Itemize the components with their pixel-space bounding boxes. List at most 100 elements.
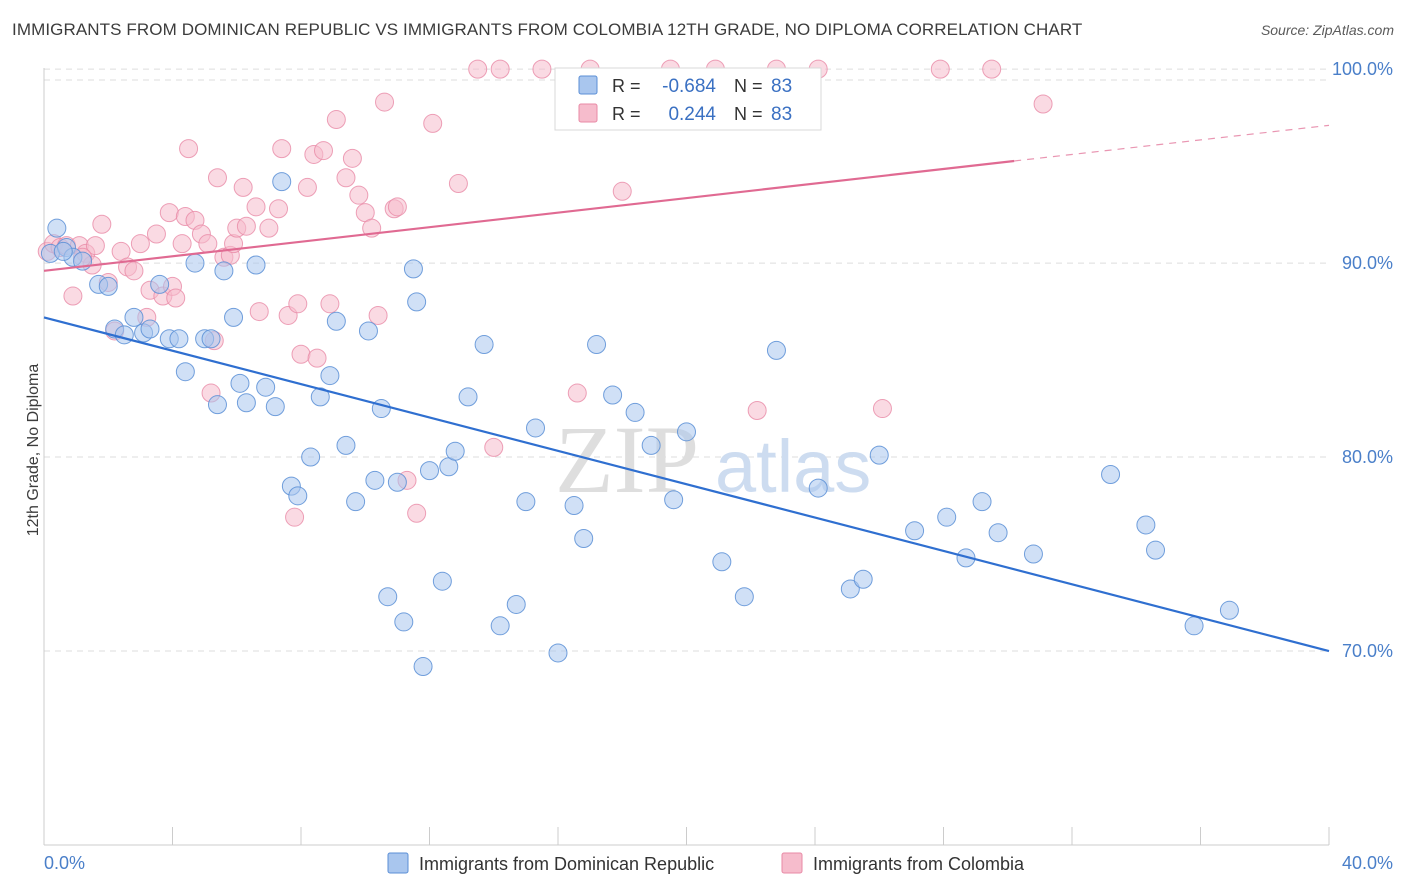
legend-swatch-blue — [387, 852, 409, 874]
x-tick-label: 0.0% — [44, 853, 85, 873]
source-label: Source: ZipAtlas.com — [1260, 22, 1394, 38]
data-point-dominican-republic — [516, 492, 536, 512]
y-axis-label: 12th Grade, No Diploma — [25, 364, 42, 537]
data-point-dominican-republic — [526, 418, 546, 438]
data-point-colombia — [166, 288, 186, 308]
data-point-colombia — [313, 141, 333, 161]
data-point-dominican-republic — [346, 492, 366, 512]
data-point-dominican-republic — [1219, 600, 1239, 620]
data-point-colombia — [484, 437, 504, 457]
data-point-dominican-republic — [394, 612, 414, 632]
data-point-dominican-republic — [587, 335, 607, 355]
data-point-colombia — [872, 399, 892, 419]
data-point-dominican-republic — [853, 569, 873, 589]
legend-label-colombia: Immigrants from Colombia — [813, 854, 1025, 874]
data-point-dominican-republic — [265, 397, 285, 417]
data-point-dominican-republic — [1136, 515, 1156, 535]
legend-box — [554, 67, 822, 131]
x-tick-labels: 0.0% 40.0% — [44, 853, 1393, 873]
data-point-dominican-republic — [365, 470, 385, 490]
data-point-colombia — [368, 305, 388, 325]
data-point-dominican-republic — [506, 594, 526, 614]
data-point-dominican-republic — [445, 441, 465, 461]
data-point-dominican-republic — [246, 255, 266, 275]
data-point-dominican-republic — [490, 616, 510, 636]
data-point-dominican-republic — [474, 335, 494, 355]
data-point-dominican-republic — [201, 329, 221, 349]
data-point-colombia — [747, 400, 767, 420]
trend-line-dominican-republic — [43, 316, 1330, 653]
data-point-colombia — [85, 236, 105, 256]
data-point-colombia — [249, 302, 269, 322]
data-point-dominican-republic — [230, 373, 250, 393]
data-point-dominican-republic — [256, 377, 276, 397]
data-point-dominican-republic — [207, 395, 227, 415]
data-point-colombia — [130, 234, 150, 254]
legend-n-label: N = — [734, 76, 763, 96]
data-point-dominican-republic — [336, 435, 356, 455]
data-point-colombia — [272, 139, 292, 159]
series-dominican-republic — [40, 172, 1239, 677]
data-point-dominican-republic — [326, 311, 346, 331]
data-point-dominican-republic — [564, 496, 584, 516]
data-point-colombia — [307, 348, 327, 368]
data-point-dominican-republic — [840, 579, 860, 599]
data-point-dominican-republic — [766, 340, 786, 360]
data-point-dominican-republic — [625, 402, 645, 422]
axes — [43, 68, 1330, 846]
data-point-colombia — [930, 59, 950, 79]
data-point-dominican-republic — [98, 276, 118, 296]
data-point-dominican-republic — [664, 490, 684, 510]
data-point-colombia — [468, 59, 488, 79]
data-point-colombia — [259, 218, 279, 238]
data-point-dominican-republic — [124, 307, 144, 327]
data-point-dominican-republic — [734, 587, 754, 607]
data-point-colombia — [387, 197, 407, 217]
data-point-colombia — [172, 234, 192, 254]
data-point-dominican-republic — [310, 387, 330, 407]
data-point-colombia — [285, 507, 305, 527]
y-tick-label: 100.0% — [1332, 59, 1393, 79]
trend-lines — [43, 124, 1330, 653]
data-point-colombia — [982, 59, 1002, 79]
data-point-dominican-republic — [378, 587, 398, 607]
data-point-dominican-republic — [937, 507, 957, 527]
data-point-colombia — [423, 113, 443, 133]
watermark-atlas: atlas — [715, 425, 871, 508]
data-point-dominican-republic — [988, 523, 1008, 543]
data-point-colombia — [233, 177, 253, 197]
data-point-dominican-republic — [358, 321, 378, 341]
data-point-dominican-republic — [47, 218, 67, 238]
data-point-dominican-republic — [574, 529, 594, 549]
data-point-dominican-republic — [224, 307, 244, 327]
legend-swatch-pink — [578, 103, 598, 123]
data-point-colombia — [291, 344, 311, 364]
data-point-colombia — [236, 216, 256, 236]
grid-lines — [44, 68, 1329, 652]
data-point-dominican-republic — [432, 571, 452, 591]
data-point-dominican-republic — [1146, 540, 1166, 560]
data-point-colombia — [1033, 94, 1053, 114]
y-tick-label: 90.0% — [1342, 253, 1393, 273]
legend-swatch-blue — [578, 75, 598, 95]
data-point-colombia — [567, 383, 587, 403]
data-point-dominican-republic — [175, 362, 195, 382]
data-point-dominican-republic — [272, 172, 292, 192]
trend-line-colombia-extension — [1014, 124, 1330, 162]
data-point-colombia — [63, 286, 83, 306]
data-point-dominican-republic — [169, 329, 189, 349]
data-point-dominican-republic — [603, 385, 623, 405]
data-point-dominican-republic — [214, 261, 234, 281]
data-point-colombia — [320, 294, 340, 314]
data-point-colombia — [146, 224, 166, 244]
data-point-dominican-republic — [301, 447, 321, 467]
legend-top: R = -0.684 N = 83 R = 0.244 N = 83 — [554, 67, 822, 131]
legend-r-label: R = — [612, 104, 641, 124]
data-point-dominican-republic — [956, 548, 976, 568]
data-point-dominican-republic — [320, 366, 340, 386]
data-point-colombia — [375, 92, 395, 112]
data-point-colombia — [490, 59, 510, 79]
legend-bottom: Immigrants from Dominican Republic Immig… — [387, 852, 1025, 874]
data-point-colombia — [246, 197, 266, 217]
